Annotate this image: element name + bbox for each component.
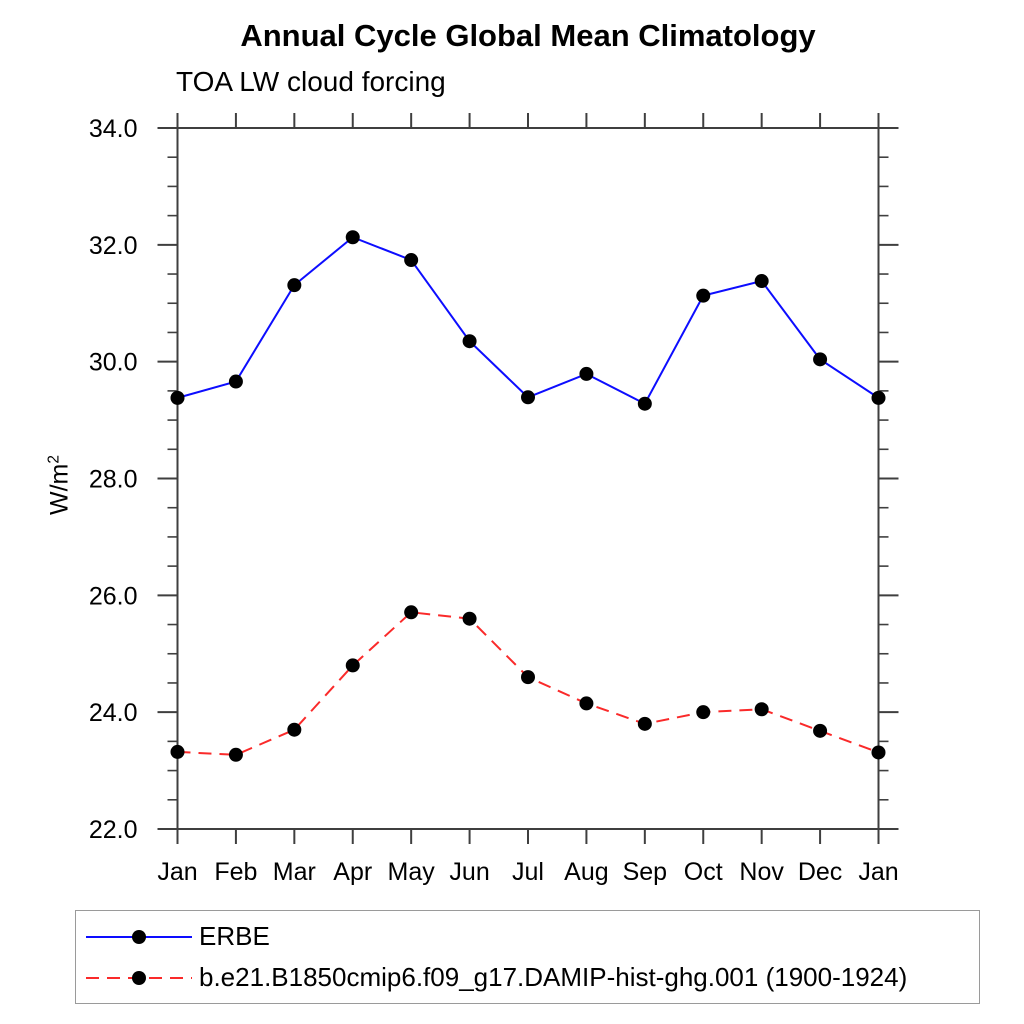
y-tick-label: 30.0 xyxy=(89,349,138,377)
data-point-marker xyxy=(287,278,302,293)
plot-frame xyxy=(176,127,880,830)
data-point-marker xyxy=(579,696,594,711)
data-point-marker xyxy=(404,605,419,620)
legend-line-sample-solid xyxy=(86,929,192,944)
data-point-marker xyxy=(754,702,769,717)
x-tick-label: Sep xyxy=(623,858,667,886)
data-point-marker xyxy=(521,670,535,685)
y-tick-label: 34.0 xyxy=(89,115,138,143)
legend-label: ERBE xyxy=(199,921,270,951)
data-point-marker xyxy=(637,396,652,411)
x-tick-label: Apr xyxy=(333,858,372,886)
x-tick-label: May xyxy=(388,858,436,886)
legend-item-erbe: ERBE xyxy=(84,916,979,957)
series-line-0 xyxy=(177,236,880,406)
legend-item-model: b.e21.B1850cmip6.f09_g17.DAMIP-hist-ghg.… xyxy=(84,957,979,998)
x-tick-label: Jul xyxy=(512,858,544,886)
x-tick-label: Jan xyxy=(858,858,898,886)
x-tick-label: Oct xyxy=(684,858,723,886)
data-point-marker xyxy=(813,723,828,738)
x-tick-label: Nov xyxy=(739,858,784,886)
chart-subtitle: TOA LW cloud forcing xyxy=(176,66,446,97)
chart-title: Annual Cycle Global Mean Climatology xyxy=(240,18,816,53)
data-point-marker xyxy=(228,374,243,389)
data-point-marker xyxy=(871,390,886,405)
x-tick-label: Feb xyxy=(214,858,257,886)
data-point-marker xyxy=(462,334,477,349)
data-point-marker xyxy=(813,352,828,367)
x-tick-label: Dec xyxy=(798,858,842,886)
x-tick-label: Mar xyxy=(273,858,316,886)
x-tick-label: Jan xyxy=(157,858,197,886)
data-point-marker xyxy=(696,288,711,303)
y-tick-label: 22.0 xyxy=(89,816,138,844)
y-tick-label: 24.0 xyxy=(89,699,138,727)
data-point-marker xyxy=(637,716,652,731)
data-point-marker xyxy=(228,747,243,762)
legend-line-sample-dashed xyxy=(86,970,192,985)
data-point-marker xyxy=(579,366,594,381)
data-point-marker xyxy=(345,658,360,673)
data-point-marker xyxy=(404,253,419,268)
data-point-marker xyxy=(462,611,477,626)
data-point-marker xyxy=(287,722,302,737)
data-point-marker xyxy=(696,705,711,720)
y-tick-label: 32.0 xyxy=(89,232,138,260)
data-point-marker xyxy=(871,745,886,760)
data-point-marker xyxy=(754,274,769,289)
legend-label: b.e21.B1850cmip6.f09_g17.DAMIP-hist-ghg.… xyxy=(199,962,908,992)
legend-marker-dot-icon xyxy=(132,970,146,985)
x-tick-label: Aug xyxy=(564,858,608,886)
y-tick-label: 28.0 xyxy=(89,466,138,494)
data-point-marker xyxy=(345,230,360,245)
legend: ERBE b.e21.B1850cmip6.f09_g17.DAMIP-hist… xyxy=(75,910,980,1004)
x-tick-label: Jun xyxy=(449,858,489,886)
legend-marker-dot-icon xyxy=(132,929,146,944)
data-point-marker xyxy=(170,744,185,759)
data-point-marker xyxy=(170,390,185,405)
y-tick-label: 26.0 xyxy=(89,582,138,610)
data-point-marker xyxy=(521,390,535,405)
